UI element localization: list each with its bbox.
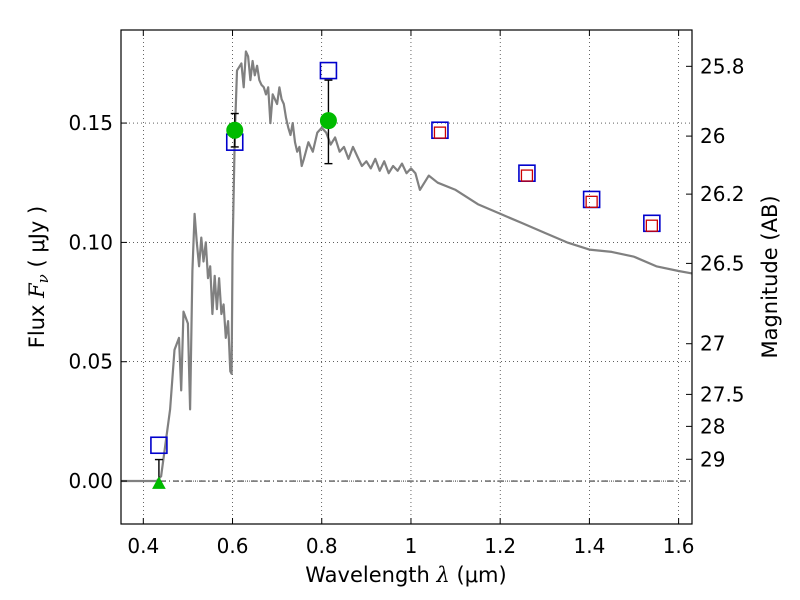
x-tick-label: 0.8 <box>306 534 338 558</box>
inner-square-marker <box>433 126 447 139</box>
y2-tick-label: 25.8 <box>700 54 745 78</box>
detection-marker <box>319 112 337 130</box>
data-layer <box>121 50 693 489</box>
y-tick-label: 0.10 <box>68 230 113 254</box>
plot-background <box>121 30 692 524</box>
y2-axis-title: Magnitude (AB) <box>758 195 782 358</box>
y2-tick-label: 28 <box>700 414 725 438</box>
y-tick-label: 0.00 <box>68 469 113 493</box>
ticks: 0.4 0.6 0.8 1 1.2 1.4 1.6 0.00 0.05 0.10 0.15 25.8 2… <box>68 30 745 558</box>
y2-tick-label: 26.2 <box>700 182 745 206</box>
upper-limit-marker <box>152 476 166 489</box>
y2-tick-label: 27 <box>700 332 725 356</box>
x-axis-title: Wavelength λ (μm) <box>305 563 506 587</box>
inner-square-marker <box>645 219 659 232</box>
detection-marker <box>226 121 244 139</box>
plot-frame <box>120 29 693 525</box>
model-spectrum-line <box>121 50 693 483</box>
x-tick-label: 0.6 <box>217 534 249 558</box>
x-tick-label: 1 <box>405 534 418 558</box>
x-tick-label: 1.2 <box>484 534 516 558</box>
inner-square-marker <box>585 195 598 208</box>
y2-tick-label: 27.5 <box>700 382 745 406</box>
y2-tick-label: 26.5 <box>700 251 745 275</box>
x-tick-label: 0.4 <box>127 534 159 558</box>
inner-square-marker <box>520 169 534 182</box>
y-tick-label: 0.05 <box>68 350 113 374</box>
open-square-marker <box>319 61 338 80</box>
y-tick-label: 0.15 <box>68 111 113 135</box>
y2-tick-label: 26 <box>700 124 725 148</box>
y-axis-title: Flux Fν ( μJy ) <box>25 206 52 348</box>
open-square-marker <box>150 436 168 455</box>
y2-tick-label: 29 <box>700 447 725 471</box>
x-tick-label: 1.6 <box>663 534 695 558</box>
x-tick-label: 1.4 <box>573 534 605 558</box>
